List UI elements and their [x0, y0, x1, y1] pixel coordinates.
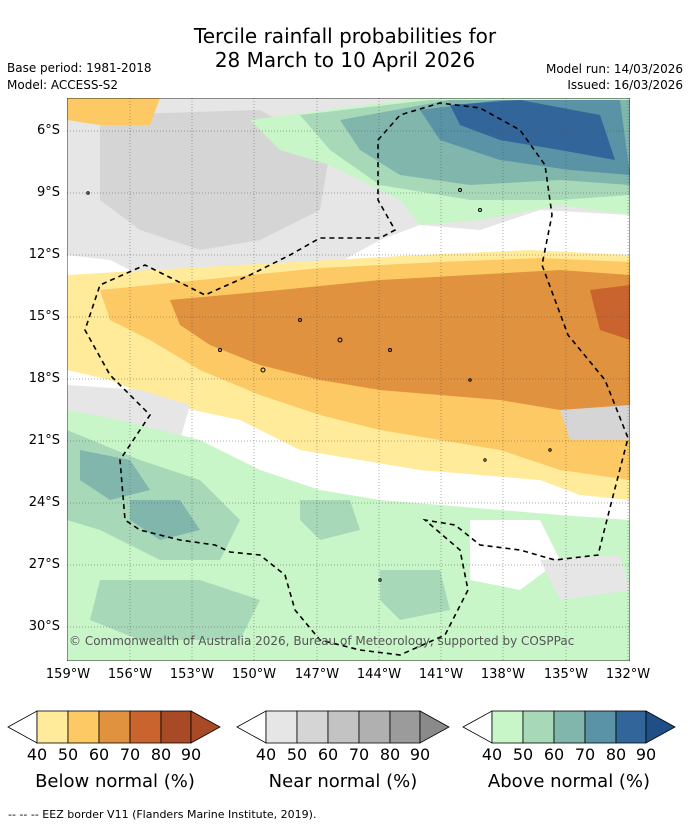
lat-label: 30°S — [28, 619, 60, 634]
lat-label: 27°S — [28, 557, 60, 572]
lat-label: 21°S — [28, 433, 60, 448]
lon-label: 135°W — [543, 667, 589, 682]
colorbar-swatch — [129, 710, 162, 744]
cb-above-tick: 60 — [543, 745, 565, 764]
probability-field — [67, 98, 630, 661]
colorbar-swatch — [615, 710, 647, 744]
cb-above-tick: 50 — [512, 745, 534, 764]
colorbar-below-normal — [7, 710, 221, 744]
lon-label: 147°W — [294, 667, 340, 682]
lat-label: 15°S — [28, 309, 60, 324]
cb-below-tick: 60 — [88, 745, 110, 764]
colorbar-near-normal — [236, 710, 450, 744]
colorbar-swatch — [389, 710, 421, 744]
colorbar-near-title: Near normal (%) — [268, 771, 418, 792]
lon-label: 138°W — [480, 667, 526, 682]
title-line2: 28 March to 10 April 2026 — [214, 48, 476, 72]
lat-label: 18°S — [28, 371, 60, 386]
cb-near-tick: 40 — [255, 745, 277, 764]
cb-above-tick: 40 — [481, 745, 503, 764]
colorbar-swatch — [553, 710, 586, 744]
issued-date: Issued: 16/03/2026 — [567, 78, 683, 92]
cb-near-tick: 90 — [409, 745, 431, 764]
colorbar-swatch — [160, 710, 192, 744]
model-run: Model run: 14/03/2026 — [545, 62, 683, 76]
base-period: Base period: 1981-2018 — [7, 61, 152, 75]
colorbar-swatch — [236, 710, 267, 744]
lon-label: 144°W — [356, 667, 402, 682]
cb-near-tick: 80 — [379, 745, 401, 764]
cb-near-tick: 70 — [348, 745, 370, 764]
cb-below-tick: 50 — [57, 745, 79, 764]
lon-label: 153°W — [169, 667, 215, 682]
cb-below-tick: 40 — [26, 745, 48, 764]
title-line1: Tercile rainfall probabilities for — [193, 24, 497, 48]
lon-label: 156°W — [107, 667, 153, 682]
colorbar-swatch — [491, 710, 524, 744]
cb-below-tick: 90 — [180, 745, 202, 764]
colorbar-swatch — [296, 710, 329, 744]
colorbar-swatch — [419, 710, 450, 744]
colorbar-above-title: Above normal (%) — [487, 771, 651, 792]
colorbar-swatch — [36, 710, 69, 744]
lat-label: 12°S — [28, 247, 60, 262]
lat-label: 6°S — [36, 123, 60, 138]
colorbar-swatch — [522, 710, 555, 744]
cb-near-tick: 60 — [317, 745, 339, 764]
eez-footnote: -- -- -- EEZ border V11 (Flanders Marine… — [8, 808, 317, 821]
colorbar-swatch — [584, 710, 617, 744]
colorbar-above-normal — [462, 710, 676, 744]
cb-below-tick: 80 — [150, 745, 172, 764]
colorbar-swatch — [327, 710, 360, 744]
colorbar-below-title: Below normal (%) — [35, 771, 195, 792]
lat-label: 9°S — [36, 185, 60, 200]
colorbar-swatch — [98, 710, 131, 744]
lon-label: 150°W — [231, 667, 277, 682]
lon-label: 141°W — [418, 667, 464, 682]
cb-above-tick: 70 — [574, 745, 596, 764]
cb-above-tick: 80 — [605, 745, 627, 764]
model-label: Model: ACCESS-S2 — [7, 78, 119, 92]
cb-below-tick: 70 — [119, 745, 141, 764]
cb-near-tick: 50 — [286, 745, 308, 764]
lon-label: 132°W — [605, 667, 651, 682]
colorbar-swatch — [67, 710, 100, 744]
colorbar-swatch — [265, 710, 298, 744]
colorbar-swatch — [462, 710, 493, 744]
colorbar-swatch — [190, 710, 221, 744]
colorbar-swatch — [645, 710, 676, 744]
copyright-credit: © Commonwealth of Australia 2026, Bureau… — [69, 634, 575, 648]
lon-label: 159°W — [45, 667, 91, 682]
colorbar-swatch — [7, 710, 38, 744]
lat-label: 24°S — [28, 495, 60, 510]
colorbar-swatch — [358, 710, 391, 744]
cb-above-tick: 90 — [635, 745, 657, 764]
